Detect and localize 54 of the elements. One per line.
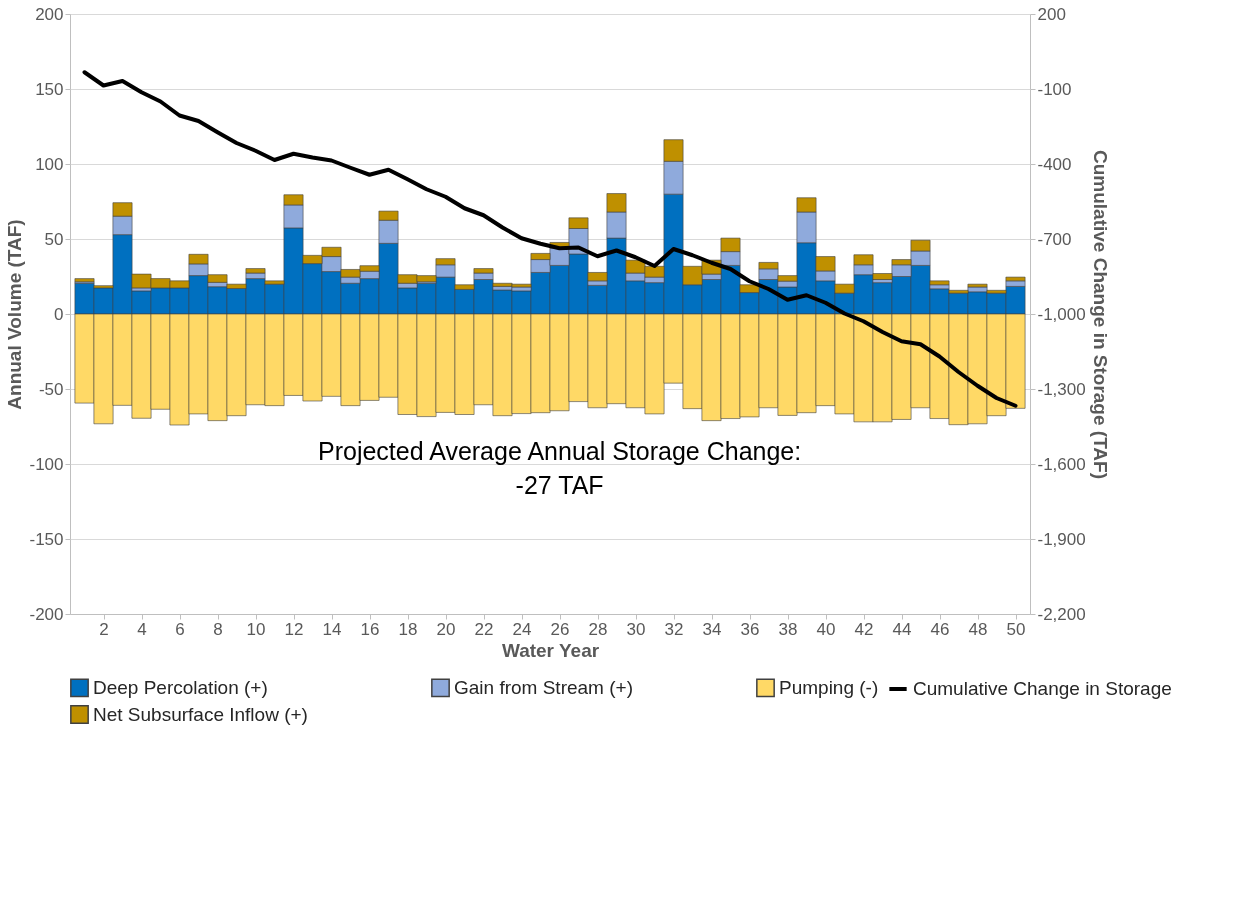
x-tick-label: 40: [816, 619, 836, 639]
y-tick-label: 0: [54, 304, 64, 324]
y2-tick-label: -1,300: [1037, 379, 1086, 399]
x-tick-label: 42: [854, 619, 874, 639]
x-tick-label: 48: [968, 619, 988, 639]
y-tick-label: -150: [29, 529, 64, 549]
x-tick-label: 50: [1006, 619, 1026, 639]
y-tick-label: -100: [29, 454, 64, 474]
x-tick-label: 22: [474, 619, 494, 639]
x-tick-label: 30: [626, 619, 646, 639]
x-tick-label: 6: [175, 619, 185, 639]
x-tick-label: 12: [284, 619, 304, 639]
y2-tick-label: -1,900: [1037, 529, 1086, 549]
y2-tick-label: -2,200: [1037, 604, 1086, 624]
x-tick-label: 36: [740, 619, 760, 639]
y2-tick-label: -400: [1037, 154, 1072, 174]
y2-tick-label: -1,000: [1037, 304, 1086, 324]
y2-tick-label: -1,600: [1037, 454, 1086, 474]
x-tick-label: 44: [892, 619, 912, 639]
x-axis-title: Water Year: [501, 639, 600, 661]
x-tick-label: 2: [99, 619, 109, 639]
legend-label: Deep Percolation (+): [93, 676, 268, 698]
y2-axis-title: Cumulative Change in Storage (TAF): [1089, 149, 1111, 480]
x-tick-label: 34: [702, 619, 722, 639]
bar: [967, 283, 988, 288]
legend-label: Gain from Stream (+): [454, 676, 633, 698]
y-tick-label: 150: [35, 79, 64, 99]
legend-label: Net Subsurface Inflow (+): [93, 703, 308, 725]
x-tick-label: 26: [550, 619, 570, 639]
y2-tick-label: 200: [1037, 4, 1066, 24]
y2-tick-label: -100: [1037, 79, 1072, 99]
x-tick-label: 24: [512, 619, 532, 639]
y-tick-label: -200: [29, 604, 64, 624]
x-tick-label: 28: [588, 619, 608, 639]
x-tick-label: 38: [778, 619, 798, 639]
annotation: Projected Average Annual Storage Change: -27 TAF: [317, 437, 802, 499]
x-tick-label: 16: [360, 619, 380, 639]
x-tick-label: 20: [436, 619, 456, 639]
legend-label: Cumulative Change in Storage: [913, 678, 1172, 699]
x-tick-label: 14: [322, 619, 342, 639]
y-axis-title: Annual Volume (TAF): [4, 219, 26, 410]
y-tick-label: -50: [38, 379, 64, 399]
x-tick-label: 46: [930, 619, 950, 639]
x-tick-label: 32: [664, 619, 684, 639]
legend-label: Pumping (-): [779, 676, 879, 698]
y-tick-label: 200: [35, 4, 64, 24]
y-tick-label: 50: [44, 229, 64, 249]
x-tick-label: 18: [398, 619, 418, 639]
y-tick-label: 100: [35, 154, 64, 174]
x-tick-label: 10: [246, 619, 266, 639]
line-series: [82, 70, 1018, 408]
y2-tick-label: -700: [1037, 229, 1072, 249]
x-tick-label: 4: [137, 619, 147, 639]
x-tick-label: 8: [213, 619, 223, 639]
